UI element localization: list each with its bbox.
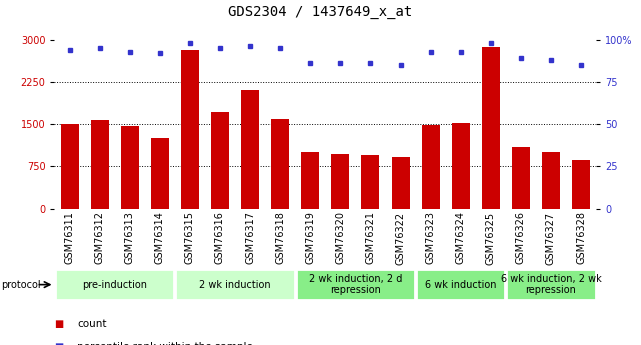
Bar [55, 269, 174, 300]
Text: GSM76318: GSM76318 [275, 211, 285, 264]
Bar [331, 154, 349, 209]
Text: GSM76320: GSM76320 [335, 211, 345, 264]
Bar [60, 124, 79, 209]
Bar [506, 269, 595, 300]
Bar [512, 147, 530, 209]
Bar [176, 269, 295, 300]
Text: protocol: protocol [1, 280, 41, 289]
Bar [422, 125, 440, 209]
Text: ■: ■ [54, 319, 63, 329]
Text: GSM76312: GSM76312 [95, 211, 104, 264]
Text: GSM76319: GSM76319 [305, 211, 315, 264]
Text: GSM76327: GSM76327 [546, 211, 556, 265]
Bar [121, 126, 138, 209]
Text: ■: ■ [54, 342, 63, 345]
Bar [151, 138, 169, 209]
Bar [452, 123, 470, 209]
Text: 6 wk induction, 2 wk
repression: 6 wk induction, 2 wk repression [501, 274, 601, 295]
Bar [416, 269, 505, 300]
Bar [90, 120, 109, 209]
Text: pre-induction: pre-induction [82, 280, 147, 289]
Text: GSM76323: GSM76323 [426, 211, 436, 264]
Text: GSM76326: GSM76326 [516, 211, 526, 264]
Text: 6 wk induction: 6 wk induction [425, 280, 497, 289]
Bar [301, 152, 319, 209]
Text: GSM76322: GSM76322 [395, 211, 406, 265]
Text: GSM76314: GSM76314 [155, 211, 165, 264]
Text: 2 wk induction: 2 wk induction [199, 280, 271, 289]
Text: GSM76324: GSM76324 [456, 211, 466, 264]
Bar [211, 112, 229, 209]
Bar [362, 155, 379, 209]
Bar [542, 152, 560, 209]
Text: GDS2304 / 1437649_x_at: GDS2304 / 1437649_x_at [228, 5, 413, 19]
Text: GSM76311: GSM76311 [65, 211, 74, 264]
Text: GSM76313: GSM76313 [125, 211, 135, 264]
Bar [241, 90, 259, 209]
Text: count: count [77, 319, 106, 329]
Text: GSM76316: GSM76316 [215, 211, 225, 264]
Bar [572, 160, 590, 209]
Bar [271, 119, 289, 209]
Bar [181, 50, 199, 209]
Text: GSM76315: GSM76315 [185, 211, 195, 264]
Bar [392, 157, 410, 209]
Text: GSM76328: GSM76328 [576, 211, 586, 264]
Text: percentile rank within the sample: percentile rank within the sample [77, 342, 253, 345]
Text: GSM76321: GSM76321 [365, 211, 376, 264]
Bar [296, 269, 415, 300]
Text: GSM76317: GSM76317 [245, 211, 255, 264]
Text: GSM76325: GSM76325 [486, 211, 495, 265]
Text: 2 wk induction, 2 d
repression: 2 wk induction, 2 d repression [309, 274, 402, 295]
Bar [482, 47, 500, 209]
